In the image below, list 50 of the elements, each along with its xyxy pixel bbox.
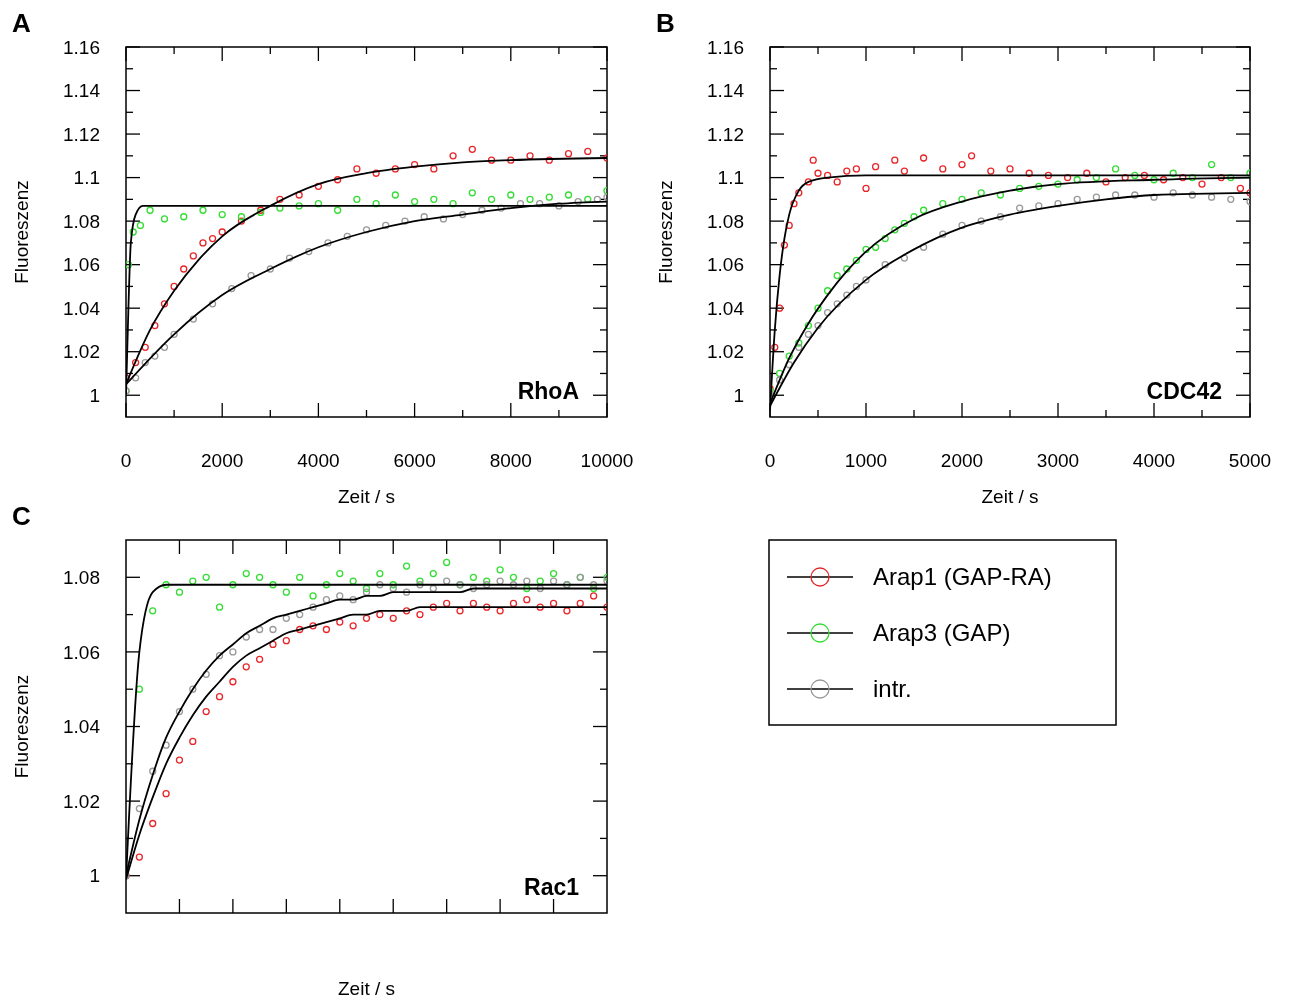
y-tick-label: 1.02 <box>707 341 744 363</box>
annotation: RhoA <box>517 378 579 404</box>
y-axis-title: Fluoreszenz <box>655 180 676 284</box>
x-tick-label: 10000 <box>580 450 634 471</box>
y-tick-label: 1.08 <box>63 566 100 588</box>
y-tick-label: 1 <box>733 384 744 406</box>
x-tick-label: 3000 <box>1036 450 1080 471</box>
y-tick-label: 1.12 <box>63 123 100 145</box>
x-tick-label: 2000 <box>940 450 984 471</box>
annotation: CDC42 <box>1146 378 1222 404</box>
x-tick-label: 8000 <box>489 450 532 471</box>
y-tick-label: 1.04 <box>707 297 745 319</box>
chart-title: B <box>656 8 675 38</box>
y-tick-label: 1.04 <box>63 297 101 319</box>
y-tick-label: 1.06 <box>707 254 744 276</box>
legend-label: intr. <box>873 675 912 703</box>
y-tick-label: 1.02 <box>63 341 100 363</box>
legend-label: Arap3 (GAP) <box>873 619 1011 647</box>
y-tick-label: 1.06 <box>63 641 100 663</box>
x-tick-label: 1000 <box>844 450 888 471</box>
y-axis-title: Fluoreszenz <box>11 674 32 779</box>
y-tick-label: 1 <box>89 384 100 406</box>
y-tick-label: 1.16 <box>707 36 744 58</box>
y-tick-label: 1.02 <box>63 790 100 812</box>
x-tick-label: 4000 <box>297 450 340 471</box>
y-tick-label: 1.14 <box>707 80 745 102</box>
x-axis-title: Zeit / s <box>981 486 1039 507</box>
x-axis-title: Zeit / s <box>337 978 396 999</box>
y-axis-title: Fluoreszenz <box>11 180 32 284</box>
chart-title: A <box>12 8 31 38</box>
y-tick-label: 1.1 <box>73 167 100 189</box>
y-tick-label: 1.16 <box>63 36 100 58</box>
x-tick-label: 2000 <box>201 450 244 471</box>
x-tick-label: 0 <box>764 450 776 471</box>
x-tick-label: 0 <box>120 450 132 471</box>
x-tick-label: 5000 <box>1228 450 1272 471</box>
y-tick-label: 1.08 <box>63 210 100 232</box>
y-tick-label: 1.14 <box>63 80 101 102</box>
x-tick-label: 4000 <box>1132 450 1176 471</box>
y-tick-label: 1.08 <box>707 210 744 232</box>
chart-title: C <box>12 501 31 531</box>
x-axis-title: Zeit / s <box>337 486 396 507</box>
y-tick-label: 1.1 <box>717 167 744 189</box>
x-tick-label: 6000 <box>393 450 436 471</box>
y-tick-label: 1 <box>89 865 100 887</box>
y-tick-label: 1.04 <box>63 716 101 738</box>
annotation: Rac1 <box>524 874 580 900</box>
legend-label: Arap1 (GAP-RA) <box>873 563 1052 591</box>
y-tick-label: 1.12 <box>707 123 744 145</box>
y-tick-label: 1.06 <box>63 254 100 276</box>
